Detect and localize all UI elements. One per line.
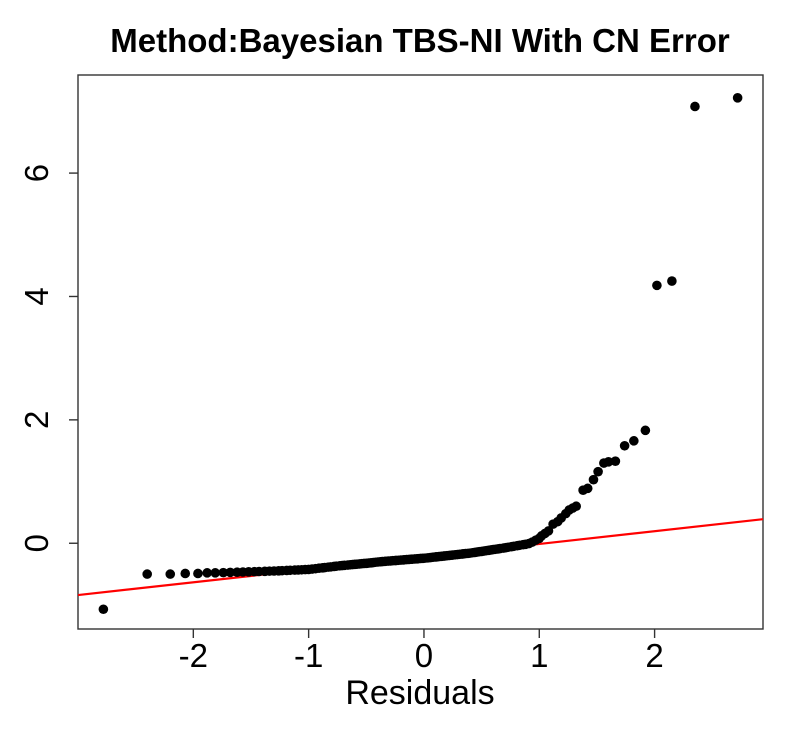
data-point — [543, 526, 554, 536]
data-point — [571, 501, 581, 512]
x-tick-label: 1 — [530, 637, 548, 674]
data-point — [588, 474, 599, 485]
data-point — [582, 483, 593, 494]
data-point — [652, 280, 662, 291]
data-point — [202, 568, 212, 578]
data-point — [603, 457, 614, 467]
data-point — [640, 425, 651, 436]
data-point — [180, 568, 191, 579]
plot-layer: -2 -1 0 1 2 0 2 4 6 — [18, 74, 764, 674]
data-point — [98, 604, 109, 615]
data-point — [218, 567, 229, 578]
y-tick-label: 6 — [18, 164, 55, 182]
x-tick-label: -2 — [179, 637, 208, 674]
data-point — [629, 436, 639, 446]
plot-box — [77, 74, 764, 630]
data-point — [732, 93, 743, 103]
data-point — [610, 456, 621, 466]
data-point — [210, 568, 221, 578]
data-point — [193, 568, 203, 579]
data-point — [690, 101, 700, 112]
x-tick-label: 0 — [415, 637, 433, 674]
x-axis-label: Residuals — [345, 674, 494, 712]
x-tick-label: -1 — [294, 637, 323, 674]
data-point — [225, 567, 236, 578]
data-point — [619, 440, 630, 451]
data-point — [593, 466, 603, 477]
y-tick-label: 4 — [18, 287, 55, 305]
y-tick-label: 0 — [18, 534, 55, 552]
x-tick-label: 2 — [645, 637, 663, 674]
data-point — [142, 569, 152, 579]
y-tick-label: 2 — [18, 411, 55, 429]
data-point — [667, 276, 677, 286]
data-point — [165, 569, 176, 579]
chart-title: Method:Bayesian TBS-NI With CN Error — [110, 22, 730, 59]
